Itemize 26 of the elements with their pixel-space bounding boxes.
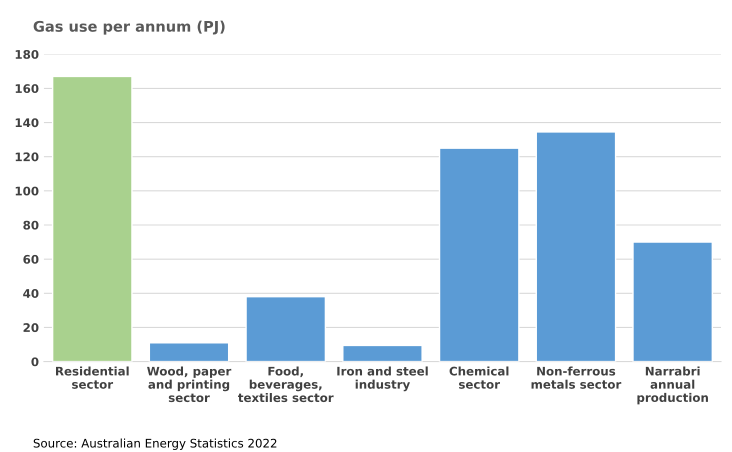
bar xyxy=(52,76,133,362)
y-tick-label: 160 xyxy=(16,84,38,94)
y-tick-label: 20 xyxy=(24,323,38,332)
x-tick-label: Iron and steel industry xyxy=(337,366,428,392)
bar xyxy=(148,342,230,362)
x-tick-label: Residential sector xyxy=(56,366,129,389)
bar xyxy=(632,241,714,362)
x-tick-label: Chemical sector xyxy=(450,366,508,389)
bar xyxy=(342,344,423,362)
bar xyxy=(536,131,616,362)
source-note: Source: Australian Energy Statistics 2022 xyxy=(34,438,276,450)
chart-title: Gas use per annum (PJ) xyxy=(34,20,225,35)
bar xyxy=(438,147,520,362)
y-tick-label: 80 xyxy=(23,220,38,230)
x-tick-label: Non-ferrous metals sector xyxy=(532,366,622,389)
y-tick-label: 60 xyxy=(23,254,38,264)
y-tick-label: 180 xyxy=(16,50,38,59)
bar xyxy=(245,296,326,362)
x-tick-label: Narrabri annual production xyxy=(637,366,708,404)
y-tick-label: 120 xyxy=(16,152,38,162)
x-tick-label: Wood, paper and printing sector xyxy=(147,366,232,402)
y-tick-label: 40 xyxy=(23,289,38,298)
y-tick-label: 100 xyxy=(16,186,38,196)
y-tick-label: 0 xyxy=(31,357,38,366)
y-tick-label: 140 xyxy=(16,118,38,128)
x-tick-label: Food, beverages, textiles sector xyxy=(238,366,334,402)
